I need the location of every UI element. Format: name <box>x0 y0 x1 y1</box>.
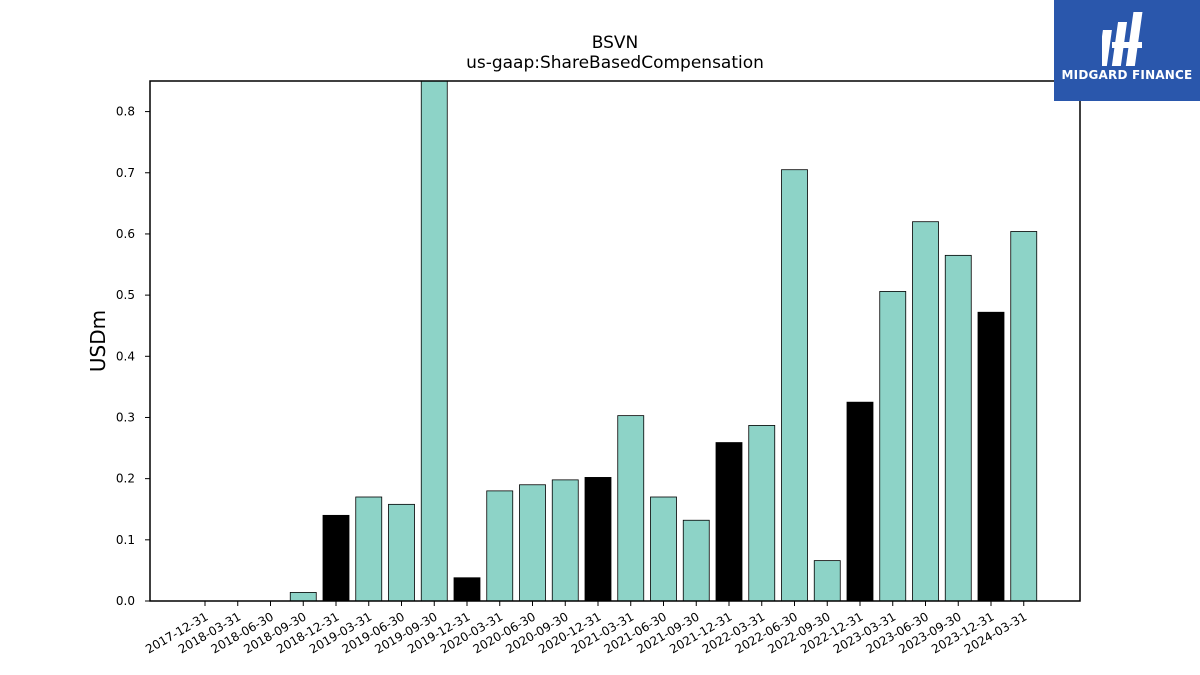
bar-2018-09-30 <box>289 592 317 602</box>
y-tick-label: 0.4 <box>116 349 135 363</box>
bar-2020-06-30 <box>519 484 546 602</box>
y-tick-label: 0.2 <box>116 472 135 486</box>
bar-2019-09-30 <box>420 80 448 602</box>
bar-2022-12-31 <box>846 401 874 602</box>
y-tick-label: 0.5 <box>116 288 135 302</box>
bar-2019-03-31 <box>355 496 383 602</box>
bar-2022-03-31 <box>748 425 776 602</box>
y-tick-label: 0.1 <box>116 533 135 547</box>
brand-logo: MIDGARD FINANCE <box>1054 0 1200 101</box>
bar-2020-12-31 <box>584 477 612 602</box>
x-axis: 2017-12-312018-03-312018-06-302018-09-30… <box>143 601 1029 656</box>
bar-2024-03-31 <box>1010 231 1038 602</box>
y-axis: 0.0 0.1 0.2 0.3 0.4 0.5 0.6 0.7 0.8 <box>116 105 150 608</box>
bar-2021-12-31 <box>715 442 743 602</box>
bar-2019-06-30 <box>388 503 415 602</box>
chart-subtitle: us-gaap:ShareBasedCompensation <box>466 53 764 73</box>
y-tick-label: 0.7 <box>116 166 135 180</box>
midgard-logo-icon <box>1102 12 1143 66</box>
bar-2021-06-30 <box>650 496 677 602</box>
y-tick-label: 0.0 <box>116 594 135 608</box>
y-axis-label: USDm <box>86 310 110 372</box>
bar-2023-09-30 <box>944 254 972 602</box>
bar-2023-06-30 <box>912 221 939 602</box>
bar-2020-09-30 <box>551 479 579 602</box>
bar-2023-03-31 <box>879 291 907 602</box>
bar-2019-12-31 <box>453 577 481 602</box>
bars-group <box>289 80 1038 602</box>
plot-frame <box>149 80 1081 602</box>
bar-2023-12-31 <box>977 311 1005 602</box>
bar-2022-09-30 <box>813 560 841 602</box>
chart-title: BSVN <box>592 33 639 53</box>
bar-2018-12-31 <box>322 514 350 602</box>
y-tick-label: 0.3 <box>116 410 135 424</box>
bar-2021-03-31 <box>617 415 645 602</box>
bar-2020-03-31 <box>486 490 514 602</box>
y-tick-label: 0.6 <box>116 227 135 241</box>
logo-text: MIDGARD FINANCE <box>1061 68 1193 82</box>
y-tick-label: 0.8 <box>116 105 135 119</box>
bar-2021-09-30 <box>682 519 710 602</box>
bar-2022-06-30 <box>781 169 808 602</box>
